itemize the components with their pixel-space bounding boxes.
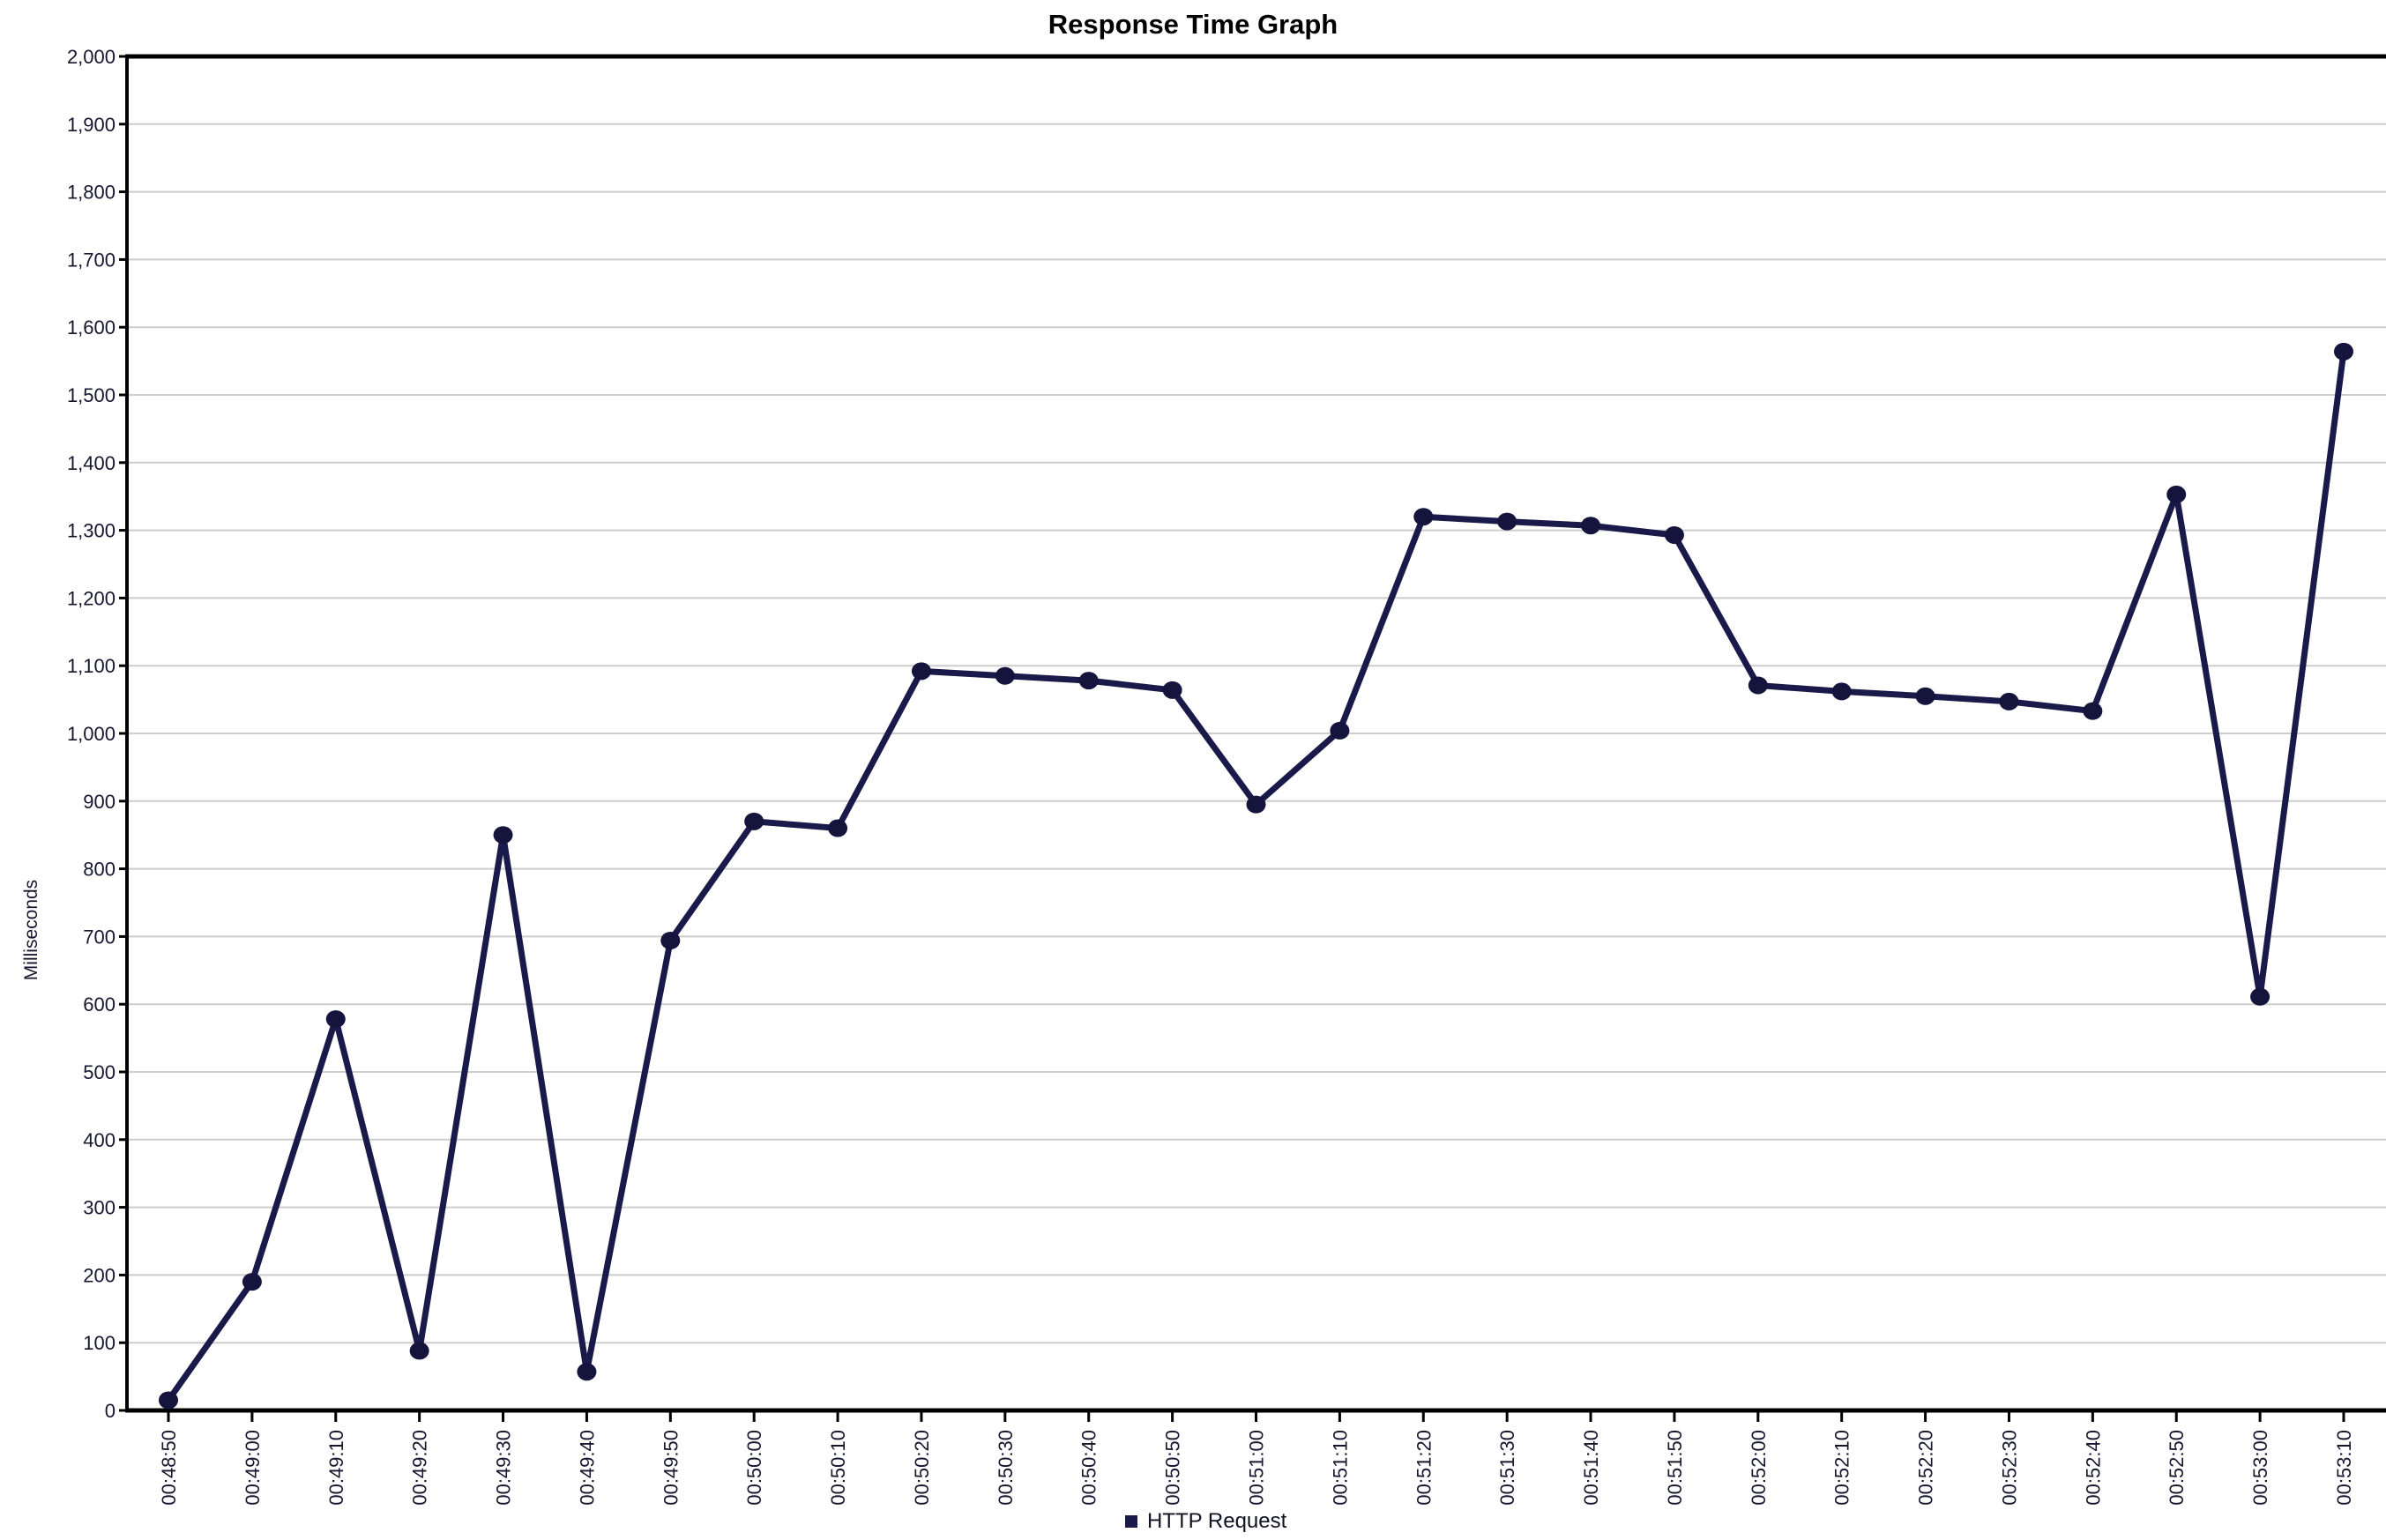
data-point [1497, 512, 1517, 531]
x-tick-label: 00:50:40 [1078, 1430, 1100, 1506]
data-point [1664, 525, 1684, 544]
data-point [1078, 672, 1099, 690]
x-axis-ticks: 00:48:50 00:49:00 00:49:10 00:49:20 00:49:30… [158, 1410, 2355, 1506]
chart-title: Response Time Graph [1048, 9, 1338, 40]
data-point [1413, 508, 1434, 526]
x-tick-label: 00:52:30 [1998, 1430, 2020, 1506]
x-tick-label: 00:49:20 [409, 1430, 431, 1506]
x-tick-label: 00:51:50 [1664, 1430, 1686, 1506]
x-tick-label: 00:50:20 [911, 1430, 933, 1506]
x-tick-label: 00:53:00 [2249, 1430, 2271, 1506]
legend: HTTP Request [1125, 1509, 1287, 1533]
y-tick-label: 1,700 [67, 249, 116, 271]
x-tick-label: 00:50:00 [743, 1430, 765, 1506]
y-tick-label: 1,900 [67, 114, 116, 136]
data-point [1999, 692, 2019, 710]
data-point [2334, 342, 2353, 361]
y-tick-label: 600 [83, 993, 116, 1016]
x-tick-label: 00:51:30 [1496, 1430, 1518, 1506]
x-tick-label: 00:49:00 [242, 1430, 264, 1506]
data-point [1915, 687, 1935, 705]
gridlines [127, 123, 2386, 1344]
x-tick-label: 00:52:40 [2082, 1430, 2104, 1506]
x-tick-label: 00:52:20 [1915, 1430, 1937, 1506]
x-tick-label: 00:51:10 [1329, 1430, 1351, 1506]
data-point [2083, 702, 2103, 720]
y-tick-label: 1,000 [67, 723, 116, 745]
x-tick-label: 00:49:50 [660, 1430, 682, 1506]
data-point [1246, 795, 1266, 814]
y-tick-label: 1,500 [67, 384, 116, 406]
y-tick-label: 300 [83, 1197, 116, 1219]
y-tick-label: 400 [83, 1129, 116, 1151]
y-tick-label: 900 [83, 791, 116, 813]
x-tick-label: 00:49:10 [325, 1430, 347, 1506]
y-tick-label: 1,600 [67, 316, 116, 339]
x-tick-label: 00:50:30 [995, 1430, 1017, 1506]
data-point [995, 666, 1015, 685]
x-tick-label: 00:51:00 [1246, 1430, 1268, 1506]
legend-swatch [1125, 1515, 1137, 1528]
x-tick-label: 00:52:10 [1831, 1430, 1853, 1506]
y-tick-label: 700 [83, 926, 116, 948]
y-tick-label: 1,400 [67, 452, 116, 474]
data-point [2250, 987, 2270, 1006]
data-point [744, 812, 764, 830]
series-layer [159, 342, 2353, 1410]
y-axis-ticks: 0 100 200 300 400 500 600 700 800 900 1,000 1,100 1,… [67, 46, 127, 1422]
x-tick-label: 00:53:10 [2333, 1430, 2355, 1506]
x-tick-label: 00:50:10 [827, 1430, 849, 1506]
data-point [2166, 485, 2187, 503]
y-tick-label: 500 [83, 1061, 116, 1083]
y-tick-label: 1,300 [67, 520, 116, 542]
x-tick-label: 00:51:20 [1413, 1430, 1435, 1506]
y-tick-label: 100 [83, 1332, 116, 1354]
data-point [660, 932, 681, 950]
data-point [159, 1391, 178, 1410]
data-point [1581, 517, 1601, 535]
x-tick-label: 00:52:00 [1748, 1430, 1770, 1506]
x-tick-label: 00:50:50 [1162, 1430, 1184, 1506]
data-point [1330, 721, 1350, 740]
y-tick-label: 1,200 [67, 587, 116, 609]
y-tick-label: 1,100 [67, 655, 116, 677]
x-tick-label: 00:51:40 [1580, 1430, 1602, 1506]
x-tick-label: 00:48:50 [158, 1430, 180, 1506]
legend-series-label: HTTP Request [1147, 1509, 1287, 1533]
y-tick-label: 2,000 [67, 46, 116, 68]
data-point [828, 819, 848, 837]
x-tick-label: 00:52:50 [2166, 1430, 2188, 1506]
data-point [242, 1273, 262, 1291]
y-tick-label: 200 [83, 1264, 116, 1286]
x-tick-label: 00:49:40 [576, 1430, 598, 1506]
data-point [409, 1342, 429, 1360]
x-tick-label: 00:49:30 [493, 1430, 515, 1506]
series-line-http-request [165, 348, 2347, 1403]
y-axis-title: Milliseconds [21, 880, 41, 980]
data-point [577, 1363, 597, 1381]
data-point [911, 662, 931, 681]
data-point [493, 826, 513, 844]
data-point [1831, 682, 1852, 701]
data-point [1162, 681, 1182, 699]
data-point [325, 1010, 346, 1029]
y-tick-label: 1,800 [67, 182, 116, 204]
y-tick-label: 800 [83, 859, 116, 881]
data-point [1748, 676, 1768, 695]
y-tick-label: 0 [105, 1400, 116, 1422]
